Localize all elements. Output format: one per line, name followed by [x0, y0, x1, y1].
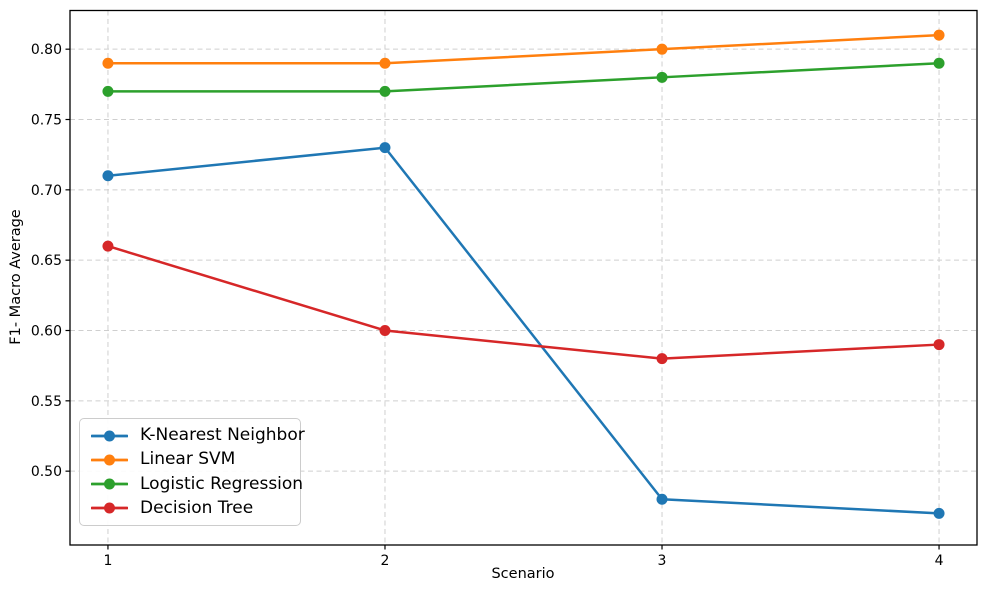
y-tick-label: 0.75	[31, 113, 62, 129]
legend-item: Decision Tree	[91, 497, 290, 518]
legend-item: K-Nearest Neighbor	[91, 427, 305, 444]
y-axis-label: F1- Macro Average	[8, 209, 24, 345]
legend-line-marker-icon	[91, 454, 128, 466]
x-tick-label: 1	[103, 553, 112, 569]
legend-item: Logistic Regression	[91, 475, 303, 493]
legend-label: Logistic Regression	[140, 473, 304, 494]
data-point-marker	[102, 240, 114, 252]
data-point-marker	[102, 170, 114, 182]
data-point-marker	[656, 493, 668, 505]
x-tick-label: 4	[935, 553, 944, 569]
data-point-marker	[102, 85, 114, 97]
y-tick-label: 0.65	[31, 253, 62, 269]
data-point-marker	[379, 85, 391, 97]
data-point-marker	[933, 29, 945, 41]
legend-line-marker-icon	[91, 478, 128, 490]
legend-line-marker-icon	[91, 502, 128, 514]
legend-line-marker-icon	[91, 430, 128, 441]
y-tick-label: 0.70	[31, 183, 62, 199]
series-line	[106, 33, 941, 65]
data-point-marker	[933, 507, 945, 519]
data-point-marker	[656, 353, 668, 365]
data-point-marker	[656, 43, 668, 55]
data-point-marker	[656, 71, 668, 83]
series-line	[106, 146, 941, 515]
y-tick-label: 0.80	[31, 42, 62, 58]
data-point-marker	[379, 142, 391, 154]
data-point-marker	[933, 339, 945, 351]
y-tick-label: 0.60	[31, 323, 62, 339]
x-axis-label: Scenario	[491, 566, 555, 582]
x-tick-label: 2	[381, 553, 390, 569]
data-point-marker	[102, 57, 114, 69]
x-tick-label: 3	[658, 553, 667, 569]
legend-label: Decision Tree	[140, 497, 254, 518]
data-point-marker	[933, 57, 945, 69]
y-tick-label: 0.50	[31, 464, 62, 480]
data-point-marker	[379, 57, 391, 69]
legend-item: Linear SVM	[91, 451, 290, 468]
data-point-marker	[379, 324, 391, 336]
y-tick-label: 0.55	[31, 394, 62, 410]
legend-label: Linear SVM	[140, 449, 236, 470]
series-line	[106, 61, 941, 93]
legend-label: K-Nearest Neighbor	[140, 425, 305, 445]
plot-border	[69, 9, 978, 546]
legend: K-Nearest Neighbor Linear SVM Logistic Reg…	[79, 418, 305, 526]
series-line	[106, 244, 941, 360]
